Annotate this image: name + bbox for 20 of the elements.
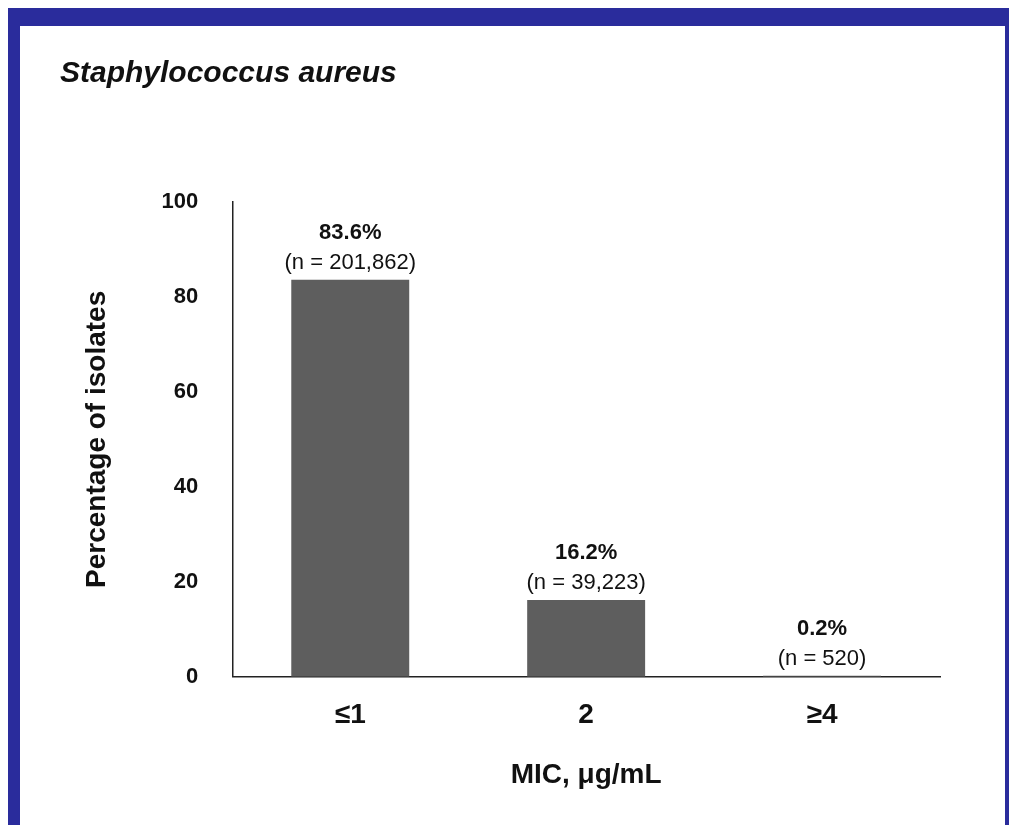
y-tick-label: 0 xyxy=(186,662,199,688)
y-tick-label: 100 xyxy=(161,188,199,214)
annotation: (n = 520) xyxy=(777,644,867,670)
y-tick-label: 80 xyxy=(173,283,199,309)
chart-title: Staphylococcus aureus xyxy=(60,55,397,89)
data-label: 83.6% xyxy=(319,218,382,244)
x-axis-title: MIC, μg/mL xyxy=(510,757,662,789)
annotation: (n = 201,862) xyxy=(284,248,416,274)
x-tick-label: ≤1 xyxy=(334,698,366,730)
x-tick-label: ≥4 xyxy=(806,698,838,730)
data-label: 0.2% xyxy=(796,614,848,640)
bar xyxy=(527,599,646,677)
y-tick-label: 20 xyxy=(173,567,199,593)
y-axis-title: Percentage of isolates xyxy=(79,290,111,589)
y-tick-label: 60 xyxy=(173,377,199,403)
annotation: (n = 39,223) xyxy=(526,568,646,594)
y-tick-label: 40 xyxy=(173,472,199,498)
data-label: 16.2% xyxy=(554,538,618,564)
x-tick-label: 2 xyxy=(578,698,594,730)
bar xyxy=(291,279,410,677)
